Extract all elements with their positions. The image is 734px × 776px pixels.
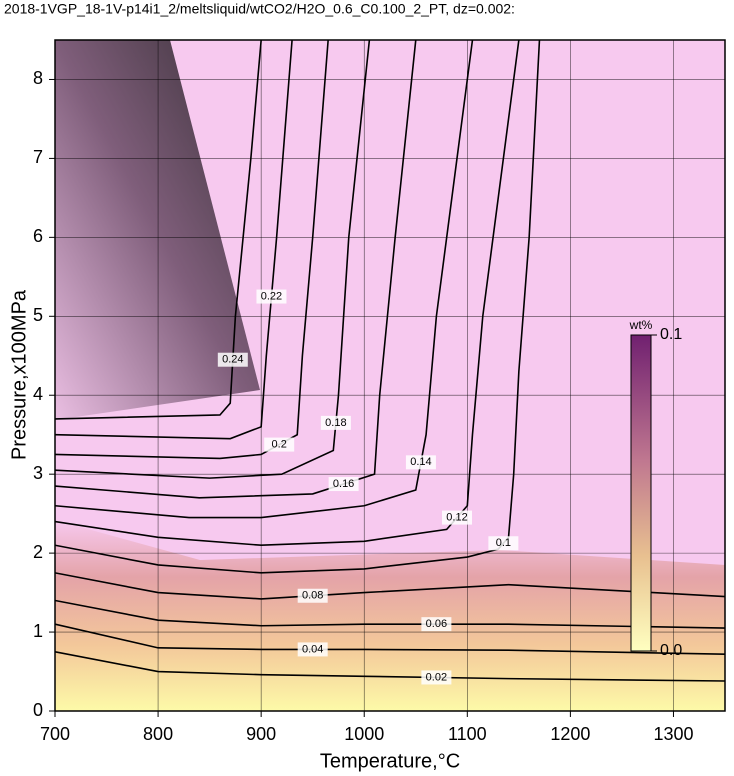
contour-label: 0.06 [426,618,447,630]
contour-label-bg [328,477,359,492]
colorbar-label: wt% [629,318,653,332]
y-axis-label: Pressure,x100MPa [8,289,30,460]
dark-region [55,40,260,420]
chart-title: 2018-1VGP_18-1V-p14i1_2/meltsliquid/wtCO… [4,1,515,17]
contour-line [55,40,371,479]
low-region [55,520,725,711]
plot-area: 0.02 0.04 0.06 0.08 0.1 0.12 0.14 0.16 0.18 0.2 0.… [55,40,725,711]
plot-frame [54,39,726,712]
x-tick-label: 800 [143,724,173,744]
y-tick-label: 4 [33,384,43,404]
contour-label-bg [405,455,436,470]
contour-label-bg [320,415,351,430]
y-tick-label: 8 [33,68,43,88]
contour-line [55,40,474,519]
contour-label-bg [421,670,452,685]
y-tick-label: 7 [33,147,43,167]
contour-label-bg [421,617,452,632]
x-axis-label: Temperature,°C [320,750,460,772]
contour-label-bg [217,352,248,367]
y-tick-label: 3 [33,463,43,483]
x-tick-label: 900 [246,724,276,744]
contour-line [55,651,725,682]
contour-label: 0.14 [410,456,431,468]
colorbar-tick-label: 0.0 [660,642,682,659]
y-tick-label: 5 [33,305,43,325]
grid [55,40,725,711]
contour-label: 0.04 [302,643,323,655]
x-tick-label: 1100 [448,724,487,744]
contour-label: 0.24 [222,354,243,366]
y-tick-label: 1 [33,621,43,641]
y-tick-label: 2 [33,542,43,562]
contour-label-bg [297,642,328,657]
contour-label-bg [488,536,519,551]
contours: 0.02 0.04 0.06 0.08 0.1 0.12 0.14 0.16 0.18 0.2 0.… [55,40,725,685]
contour-line [55,40,293,440]
contour-label: 0.1 [496,537,511,549]
colorbar [630,334,652,652]
contour-line [55,599,725,629]
x-tick-label: 1200 [550,724,590,744]
contour-label: 0.16 [333,478,354,490]
x-tick-label: 700 [40,724,70,744]
colorbar-tick-label: 0.1 [660,326,682,343]
contour-label: 0.2 [272,438,287,450]
contour-label: 0.08 [302,590,323,602]
contour-label: 0.02 [426,671,447,683]
contour-label-bg [442,510,472,525]
x-tick-label: 1300 [653,724,693,744]
contour-line [55,40,417,499]
contour-label-bg [264,437,295,452]
contour-label: 0.18 [325,417,346,429]
contour-label-bg [297,588,328,603]
y-tick-label: 0 [33,700,43,720]
contour-label: 0.12 [446,512,467,524]
y-tick-label: 6 [33,226,43,246]
contour-line [55,40,329,460]
contour-label-bg [256,289,287,304]
contour-label: 0.22 [261,290,282,302]
x-tick-label: 1000 [344,724,384,744]
